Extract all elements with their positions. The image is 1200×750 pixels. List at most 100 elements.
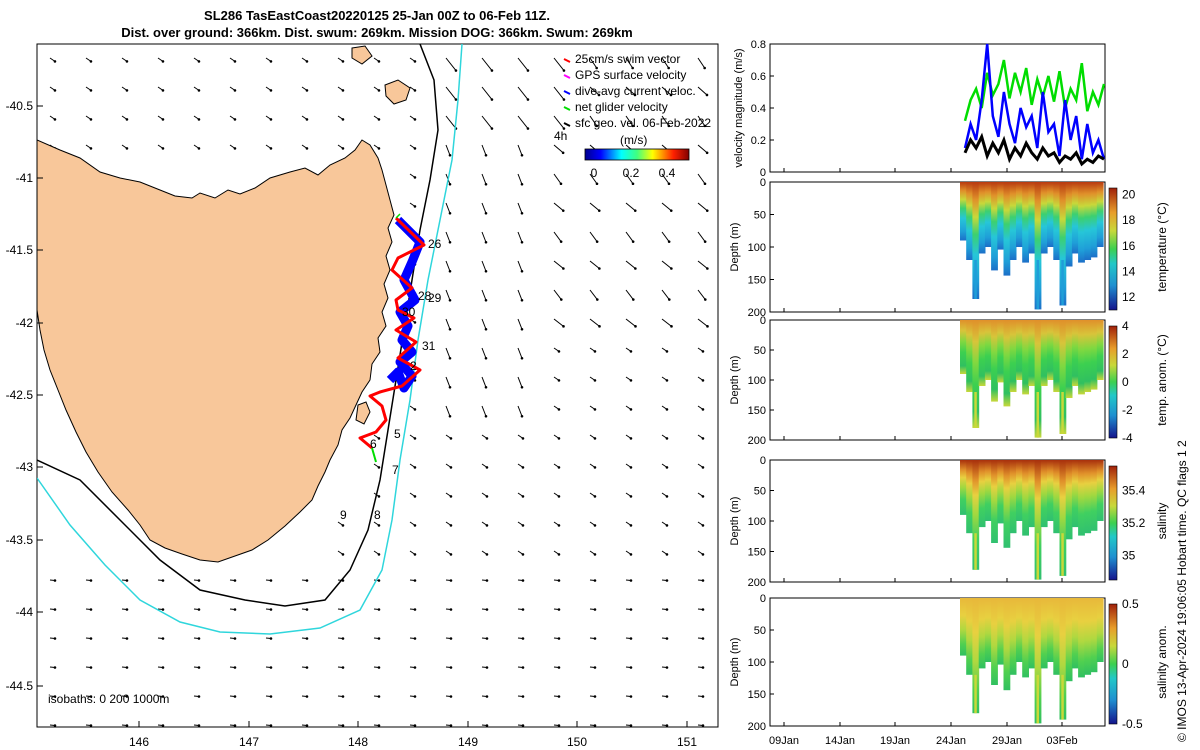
surface-velocity-arrowhead [449, 183, 452, 186]
legend-label: net glider velocity [575, 100, 668, 114]
colorbar-tick-label: 2 [1122, 347, 1129, 361]
profile-deep-dive [1061, 675, 1064, 720]
day-label: 8 [374, 508, 381, 522]
surface-velocity-arrowhead [670, 325, 673, 328]
surface-velocity-arrowhead [666, 666, 669, 669]
profile-deep-dive [1061, 260, 1064, 306]
map-x-tick-label: 147 [239, 735, 259, 749]
surface-velocity-arrowhead [270, 608, 273, 611]
profile-column [1010, 598, 1017, 675]
y-tick-label: 0.4 [751, 103, 766, 115]
time-tick-label: 19Jan [880, 735, 910, 747]
colorbar-label: temp. anom. (°C) [1155, 334, 1169, 426]
legend-label: sfc geo. vel. 06-Feb-2022 [575, 116, 711, 130]
surface-velocity-arrowhead [198, 118, 201, 121]
profile-column [1091, 320, 1098, 390]
surface-velocity-arrowhead [54, 579, 57, 582]
surface-velocity-arrowhead [522, 524, 525, 527]
surface-velocity-arrowhead [666, 608, 669, 611]
surface-velocity-arrowhead [666, 553, 669, 556]
profile-column [1053, 182, 1060, 260]
profile-column [997, 598, 1004, 665]
surface-velocity-arrowhead [704, 240, 707, 243]
profile-column [1004, 320, 1011, 406]
surface-velocity-arrowhead [449, 270, 452, 273]
y-axis-label: Depth (m) [729, 497, 741, 546]
surface-velocity-arrowhead [270, 89, 273, 92]
surface-velocity-arrowhead [306, 724, 309, 727]
colorbar-label: salinity [1155, 503, 1169, 540]
surface-velocity-arrowhead [594, 695, 597, 698]
surface-velocity-arrowhead [632, 182, 635, 185]
surface-velocity-arrowhead [414, 666, 417, 669]
surface-velocity-arrowhead [558, 724, 561, 727]
surface-velocity-arrowhead [706, 325, 709, 328]
map-y-tick-label: -42 [16, 316, 34, 330]
profile-column [1053, 598, 1060, 675]
surface-velocity-arrowhead [485, 299, 488, 302]
surface-velocity-arrowhead [414, 147, 417, 150]
surface-velocity-arrowhead [522, 579, 525, 582]
y-tick-label: 100 [748, 242, 766, 254]
map-colorbar-title: (m/s) [620, 133, 647, 147]
surface-velocity-arrowhead [342, 637, 345, 640]
surface-velocity-arrowhead [634, 209, 637, 212]
surface-velocity-arrowhead [486, 666, 489, 669]
surface-velocity-arrowhead [234, 89, 237, 92]
day-label: 9 [340, 508, 347, 522]
surface-velocity-arrowhead [596, 298, 599, 301]
surface-velocity-arrowhead [558, 524, 561, 527]
y-tick-label: 50 [754, 486, 766, 498]
surface-velocity-arrowhead [198, 666, 201, 669]
profile-column [960, 460, 967, 515]
surface-velocity-arrowhead [702, 695, 705, 698]
surface-velocity-arrowhead [342, 724, 345, 727]
surface-velocity-arrowhead [270, 60, 273, 63]
profile-column [1047, 320, 1054, 380]
profile-column [1078, 460, 1085, 536]
surface-velocity-arrowhead [126, 608, 129, 611]
panel-3: 050100150200Depth (m)3535.235.4salinity [729, 455, 1169, 589]
title-line-1: SL286 TasEastCoast20220125 25-Jan 00Z to… [204, 8, 550, 23]
surface-velocity-arrowhead [342, 553, 345, 556]
surface-velocity-arrowhead [558, 608, 561, 611]
colorbar-tick-label: 14 [1122, 264, 1136, 278]
surface-velocity-arrowhead [486, 466, 489, 469]
surface-velocity-arrowhead [198, 60, 201, 63]
surface-velocity-arrowhead [414, 466, 417, 469]
profile-column [1078, 320, 1085, 394]
surface-velocity-arrowhead [234, 579, 237, 582]
profile-deep-dive [1061, 392, 1064, 434]
profile-column [1028, 460, 1035, 527]
surface-velocity-arrowhead [706, 209, 709, 212]
profile-column [1084, 320, 1091, 392]
y-tick-label: 0.8 [751, 39, 766, 51]
profile-column [1022, 182, 1029, 263]
surface-velocity-arrowhead [486, 579, 489, 582]
surface-velocity-arrowhead [414, 724, 417, 727]
surface-velocity-arrowhead [666, 379, 669, 382]
surface-velocity-arrowhead [126, 118, 129, 121]
y-tick-label: 200 [748, 435, 766, 447]
surface-velocity-arrowhead [378, 89, 381, 92]
surface-velocity-arrowhead [485, 270, 488, 273]
surface-velocity-arrowhead [630, 408, 633, 411]
profile-column [1047, 598, 1054, 662]
profile-column [1041, 598, 1048, 668]
profile-column [1010, 460, 1017, 533]
surface-velocity-arrowhead [521, 270, 524, 273]
surface-velocity-arrowhead [450, 579, 453, 582]
surface-velocity-arrowhead [596, 182, 599, 185]
profile-column [1041, 182, 1048, 254]
profile-column [1091, 598, 1098, 672]
profile-column [960, 320, 967, 374]
surface-velocity-arrowhead [270, 579, 273, 582]
y-tick-label: 50 [754, 345, 766, 357]
profile-column [1084, 182, 1091, 260]
surface-velocity-arrowhead [378, 437, 381, 440]
surface-velocity-arrowhead [126, 60, 129, 63]
time-tick-label: 24Jan [936, 735, 966, 747]
surface-velocity-arrowhead [378, 579, 381, 582]
surface-velocity-arrowhead [306, 118, 309, 121]
